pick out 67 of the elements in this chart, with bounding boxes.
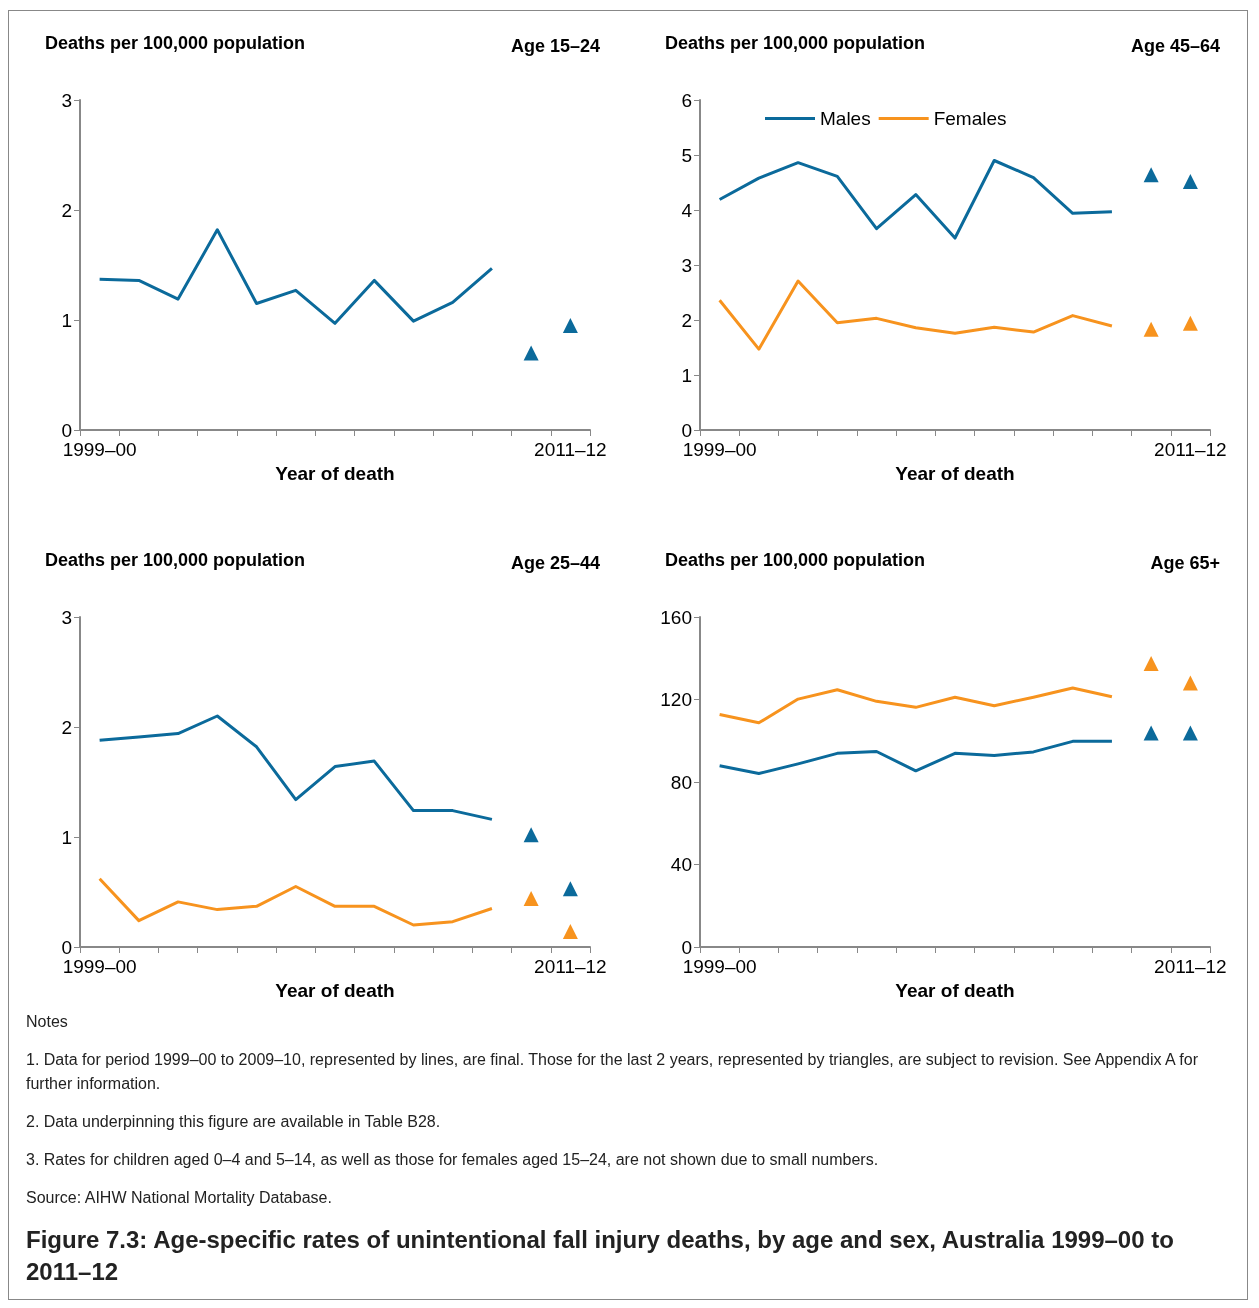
x-axis-title: Year of death <box>895 463 1015 484</box>
source-note: Source: AIHW National Mortality Database. <box>26 1188 333 1208</box>
y-axis-title: Deaths per 100,000 population <box>665 550 926 570</box>
chart-title: Age 65+ <box>1150 553 1221 573</box>
point <box>1143 321 1159 337</box>
text: 1. Data for period 1999–00 to 2009–10, represented by lines, are final. Those for the last 2 years, represented by triangles, are subject to revision. See Appendix A for further information. <box>26 1050 1199 1094</box>
x-tick-label: 2011–12 <box>1154 956 1227 977</box>
point <box>1182 315 1198 331</box>
x-tick-label: 2011–12 <box>534 439 607 460</box>
y-tick-label: 0 <box>681 419 692 441</box>
line-series <box>98 877 494 927</box>
y-tick-label: 3 <box>681 254 692 276</box>
legend-label: Males <box>820 108 871 129</box>
point <box>1182 173 1198 189</box>
x-tick-label: 2011–12 <box>1154 439 1227 460</box>
y-tick-label: 1 <box>681 364 692 386</box>
y-tick-label: 120 <box>660 689 692 710</box>
chart-title: Age 15–24 <box>510 36 600 56</box>
y-tick-label: 1 <box>61 309 72 331</box>
y-tick-label: 0 <box>61 419 72 441</box>
y-tick-label: 2 <box>681 309 692 331</box>
x-axis-title: Year of death <box>895 980 1015 1001</box>
text: 3. Rates for children aged 0–4 and 5–14, as well as those for females aged 15–24, are not shown due to small numbers. <box>26 1150 880 1170</box>
y-tick-label: 40 <box>670 854 692 875</box>
x-tick-label: 1999–00 <box>62 439 137 460</box>
point <box>1143 655 1159 671</box>
y-tick-label: 0 <box>681 936 692 958</box>
y-tick-label: 4 <box>681 199 693 221</box>
chart-title: Age 45–64 <box>1130 36 1220 56</box>
text: 2. Data underpinning this figure are available in Table B28. <box>26 1112 442 1132</box>
point <box>562 924 578 940</box>
x-tick-label: 1999–00 <box>62 956 137 977</box>
point <box>1182 675 1198 691</box>
text: Notes <box>26 1012 69 1032</box>
line-series <box>718 159 1114 240</box>
y-tick-label: 3 <box>61 606 72 628</box>
y-axis-title: Deaths per 100,000 population <box>665 33 926 53</box>
y-tick-label: 3 <box>61 89 72 111</box>
point <box>1143 167 1159 183</box>
line-series <box>98 714 494 821</box>
text: Figure 7.3: Age-specific rates of unintentional fall injury deaths, by age and sex, Australia 1999–00 to 2011–12 <box>26 1225 1175 1287</box>
chart-title: Age 25–44 <box>510 553 600 573</box>
point <box>523 827 539 843</box>
y-tick-label: 0 <box>61 936 72 958</box>
y-tick-label: 2 <box>61 716 72 738</box>
x-axis-title: Year of death <box>275 980 395 1001</box>
y-tick-label: 1 <box>61 826 72 848</box>
point <box>1143 725 1159 741</box>
legend-label: Females <box>933 108 1007 129</box>
point <box>1182 725 1198 741</box>
x-tick-label: 1999–00 <box>682 956 757 977</box>
y-axis-title: Deaths per 100,000 population <box>45 550 306 570</box>
x-tick-label: 2011–12 <box>534 956 607 977</box>
point <box>562 881 578 897</box>
y-tick-label: 6 <box>681 89 692 111</box>
x-axis-title: Year of death <box>275 463 395 484</box>
y-tick-label: 80 <box>670 771 692 793</box>
line-series <box>718 686 1114 725</box>
line-series <box>98 228 494 325</box>
line-series <box>718 739 1114 776</box>
y-tick-label: 2 <box>61 199 72 221</box>
y-tick-label: 5 <box>681 144 692 166</box>
point <box>523 891 539 907</box>
y-tick-label: 160 <box>660 606 692 628</box>
y-axis-title: Deaths per 100,000 population <box>45 33 306 53</box>
x-tick-label: 1999–00 <box>682 439 757 460</box>
line-series <box>718 279 1114 351</box>
